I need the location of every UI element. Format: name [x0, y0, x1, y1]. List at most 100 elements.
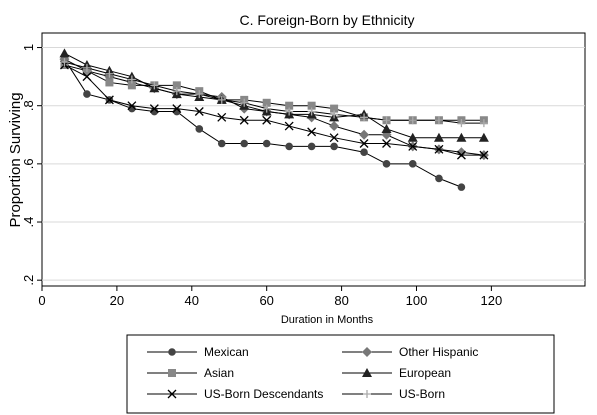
- x-axis-label: Duration in Months: [281, 314, 374, 326]
- legend-label: Other Hispanic: [399, 345, 478, 359]
- x-tick-label: 60: [259, 293, 273, 308]
- data-point: [239, 115, 249, 125]
- data-point: [285, 142, 293, 151]
- data-point: [105, 78, 114, 87]
- data-point: [407, 132, 418, 142]
- data-point: [457, 119, 466, 128]
- data-point: [478, 132, 489, 142]
- series-group: [59, 48, 489, 191]
- legend-label: Mexican: [204, 345, 249, 359]
- data-point: [262, 98, 271, 107]
- data-point: [330, 104, 339, 113]
- legend-item: European: [342, 366, 451, 380]
- data-point: [479, 119, 488, 128]
- data-point: [262, 115, 272, 125]
- data-point: [434, 144, 444, 154]
- data-point: [456, 150, 466, 160]
- data-point: [149, 104, 159, 114]
- series-line: [64, 58, 462, 188]
- data-point: [434, 116, 443, 125]
- data-point: [60, 58, 69, 67]
- y-tick-label: .8: [21, 100, 36, 111]
- data-point: [408, 141, 418, 151]
- data-point: [172, 87, 181, 96]
- series-us-born: [60, 58, 488, 128]
- data-point: [479, 150, 489, 160]
- data-point: [240, 139, 249, 148]
- x-tick-label: 40: [185, 293, 199, 308]
- legend: Mexican Other Hispanic Asian European US-Bor…: [126, 334, 555, 414]
- data-point: [217, 112, 227, 122]
- data-point: [330, 110, 339, 119]
- y-axis: .2 .4 .6 .8 1: [21, 44, 42, 286]
- data-point: [285, 101, 294, 110]
- data-point: [381, 123, 392, 133]
- y-tick-label: .2: [21, 275, 36, 286]
- data-point: [262, 104, 271, 113]
- x-tick-label: 80: [334, 293, 348, 308]
- data-point: [240, 98, 249, 107]
- plot-frame: [41, 32, 586, 287]
- legend-label: US-Born Descendants: [204, 387, 323, 401]
- data-point: [172, 81, 181, 90]
- data-point: [127, 101, 137, 111]
- y-tick-label: .4: [21, 217, 36, 228]
- legend-items: Mexican Other Hispanic Asian European US-Bor…: [147, 345, 478, 401]
- data-point: [172, 104, 182, 114]
- data-point: [195, 90, 204, 99]
- x-tick-label: 20: [110, 293, 124, 308]
- y-axis-label: Proportion Surviving: [7, 92, 24, 227]
- legend-item: Asian: [147, 366, 234, 380]
- data-point: [217, 95, 226, 104]
- data-point: [359, 129, 370, 140]
- data-point: [82, 72, 92, 82]
- data-point: [408, 160, 417, 168]
- data-point: [362, 368, 372, 377]
- data-point: [307, 107, 316, 116]
- legend-label: Asian: [204, 366, 234, 380]
- data-point: [382, 139, 391, 148]
- x-axis: 0 20 40 60 80 100 120: [38, 286, 502, 308]
- x-tick-label: 0: [38, 293, 45, 308]
- data-point: [59, 48, 70, 58]
- data-point: [262, 139, 271, 148]
- data-point: [359, 139, 369, 148]
- data-point: [105, 69, 114, 78]
- series-mexican: [60, 55, 466, 191]
- data-point: [360, 148, 368, 157]
- legend-item: Other Hispanic: [342, 345, 478, 359]
- data-point: [433, 132, 444, 142]
- data-point: [363, 390, 371, 398]
- chart-title: C. Foreign-Born by Ethnicity: [239, 12, 414, 28]
- data-point: [307, 142, 316, 151]
- data-point: [456, 132, 467, 142]
- data-point: [362, 347, 372, 357]
- data-point: [150, 81, 159, 90]
- legend-label: European: [399, 366, 451, 380]
- data-point: [168, 369, 176, 377]
- data-point: [127, 75, 136, 84]
- data-point: [408, 116, 417, 125]
- data-point: [457, 183, 466, 191]
- data-point: [194, 107, 204, 116]
- legend-box: [126, 334, 555, 414]
- data-point: [195, 125, 204, 133]
- data-point: [307, 127, 317, 137]
- data-point: [382, 160, 391, 168]
- legend-item: Mexican: [147, 345, 249, 359]
- data-point: [82, 63, 91, 72]
- legend-label: US-Born: [399, 387, 445, 401]
- data-point: [329, 121, 340, 132]
- data-point: [167, 389, 177, 399]
- legend-item: US-Born Descendants: [147, 387, 323, 401]
- y-tick-label: .6: [21, 158, 36, 169]
- data-point: [83, 90, 91, 98]
- x-tick-label: 120: [481, 293, 503, 308]
- data-point: [382, 116, 391, 125]
- data-point: [435, 174, 443, 183]
- data-point: [329, 133, 339, 143]
- x-tick-label: 100: [406, 293, 428, 308]
- legend-item: US-Born: [342, 387, 445, 401]
- data-point: [307, 101, 316, 110]
